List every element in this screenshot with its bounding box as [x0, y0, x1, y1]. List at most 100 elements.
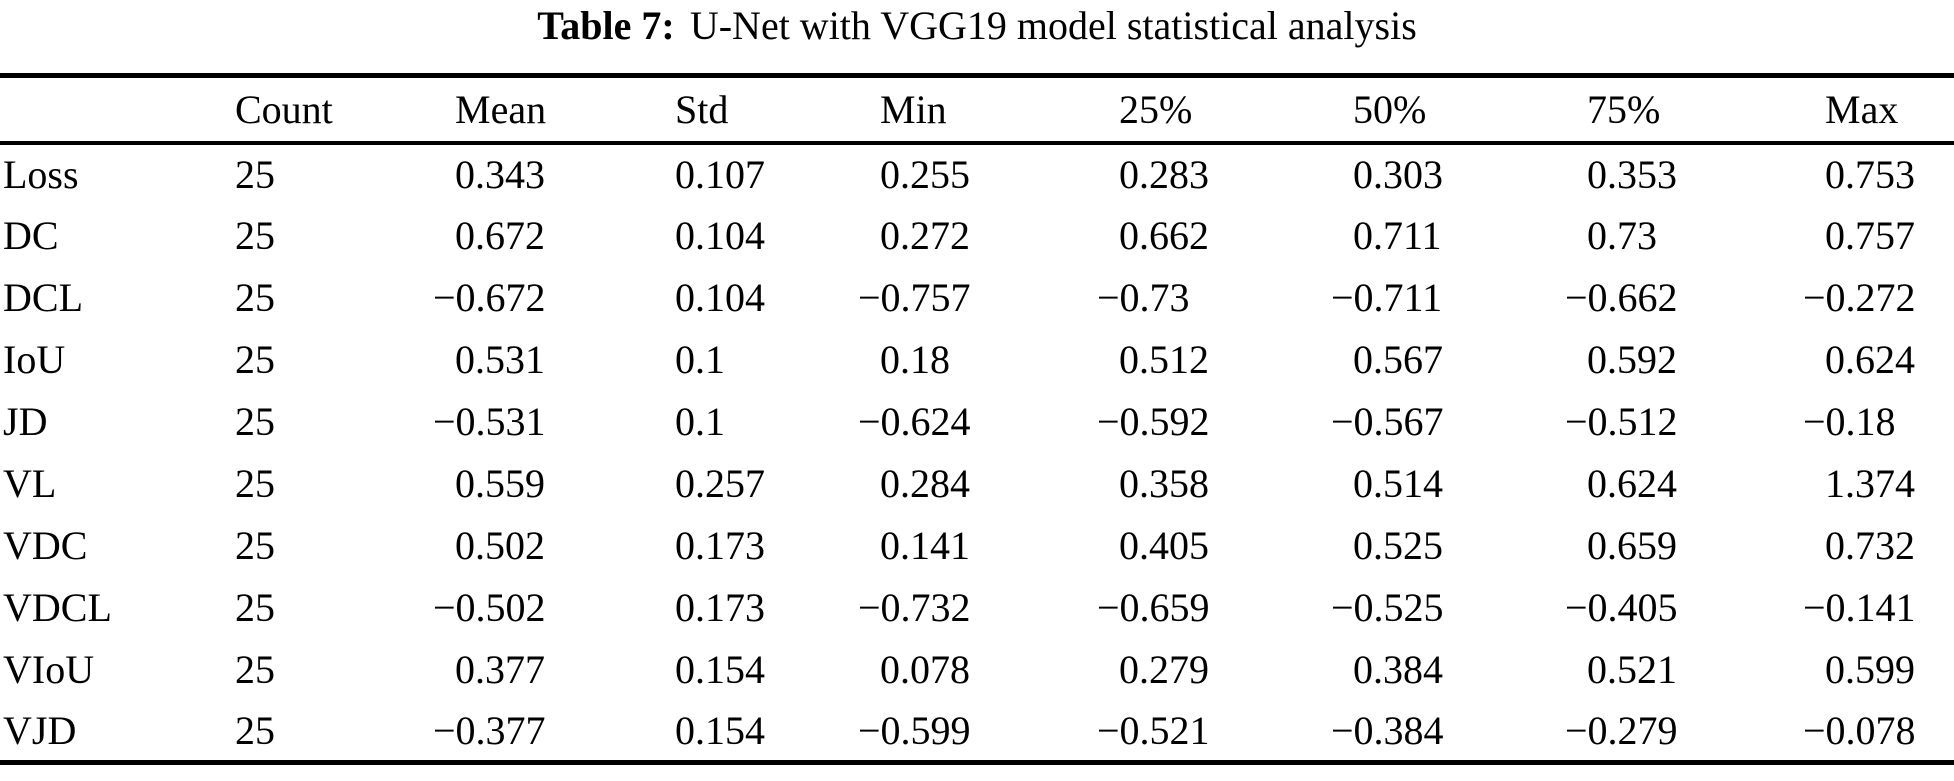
value-cell: 0.599	[1825, 647, 1915, 692]
metric-label: JD	[3, 399, 48, 444]
value-cell: 0.753	[1825, 152, 1915, 197]
value-cell: 0.078	[880, 647, 970, 692]
value-cell: −0.732	[858, 585, 971, 630]
value-cell: 25	[235, 461, 275, 506]
value-cell: 0.104	[675, 213, 765, 258]
metric-label: Loss	[3, 152, 79, 197]
column-header-75pct: 75%	[1587, 86, 1661, 132]
value-cell: 0.592	[1587, 337, 1677, 382]
value-cell: −0.512	[1565, 399, 1678, 444]
value-cell: 0.1	[675, 337, 725, 382]
column-header-25pct: 25%	[1119, 86, 1193, 132]
value-cell: 0.559	[455, 461, 545, 506]
value-cell: 0.531	[455, 337, 545, 382]
value-cell: 0.279	[1119, 647, 1209, 692]
metric-label: DCL	[3, 275, 83, 320]
value-cell: 25	[235, 213, 275, 258]
value-cell: −0.711	[1331, 275, 1443, 320]
metric-column-header	[0, 76, 235, 143]
value-cell: 0.303	[1353, 152, 1443, 197]
table-caption: Table 7: U-Net with VGG19 model statistic…	[0, 2, 1954, 50]
column-header-min: Min	[880, 86, 947, 132]
value-cell: 0.284	[880, 461, 970, 506]
table-row: VIoU 25 0.377 0.154 0.078 0.279 0.384 0.521 0.59…	[0, 639, 1954, 701]
value-cell: 0.173	[675, 523, 765, 568]
value-cell: 0.525	[1353, 523, 1443, 568]
metric-label: VDCL	[3, 585, 112, 630]
value-cell: 0.405	[1119, 523, 1209, 568]
value-cell: 0.384	[1353, 647, 1443, 692]
column-header-mean: Mean	[455, 86, 547, 132]
value-cell: −0.599	[858, 707, 971, 753]
table-row: VL 25 0.559 0.257 0.284 0.358 0.514 0.624 1.374	[0, 453, 1954, 515]
value-cell: −0.377	[433, 707, 546, 753]
value-cell: −0.662	[1565, 275, 1678, 320]
value-cell: 25	[235, 399, 275, 444]
value-cell: 0.732	[1825, 523, 1915, 568]
value-cell: −0.141	[1803, 585, 1916, 630]
table-row: JD 25 −0.531 0.1 −0.624 −0.592 −0.567 −0.512 −0.…	[0, 391, 1954, 453]
value-cell: 0.512	[1119, 337, 1209, 382]
value-cell: 0.757	[1825, 213, 1915, 258]
value-cell: 25	[235, 275, 275, 320]
value-cell: 0.283	[1119, 152, 1209, 197]
table-row: DCL 25 −0.672 0.104 −0.757 −0.73 −0.711 −0.662 −…	[0, 267, 1954, 329]
value-cell: 25	[235, 523, 275, 568]
value-cell: −0.279	[1565, 707, 1678, 753]
table-row: Loss 25 0.343 0.107 0.255 0.283 0.303 0.353 0.75…	[0, 143, 1954, 205]
value-cell: 0.154	[675, 647, 765, 692]
value-cell: 0.624	[1587, 461, 1677, 506]
table-header-row: Count Mean Std Min 25% 50% 75% Max	[0, 76, 1954, 143]
value-cell: −0.384	[1331, 707, 1444, 753]
value-cell: 0.343	[455, 152, 545, 197]
value-cell: −0.525	[1331, 585, 1444, 630]
value-cell: −0.405	[1565, 585, 1678, 630]
value-cell: 0.154	[675, 707, 765, 753]
value-cell: −0.624	[858, 399, 971, 444]
value-cell: 0.73	[1587, 213, 1657, 258]
value-cell: 0.104	[675, 275, 765, 320]
table-header: Count Mean Std Min 25% 50% 75% Max	[0, 76, 1954, 143]
value-cell: −0.078	[1803, 707, 1916, 753]
value-cell: 0.514	[1353, 461, 1443, 506]
metric-label: VL	[3, 461, 57, 506]
column-header-max: Max	[1825, 86, 1899, 132]
value-cell: 0.353	[1587, 152, 1677, 197]
table-row: VDCL 25 −0.502 0.173 −0.732 −0.659 −0.525 −0.40…	[0, 577, 1954, 639]
column-header-50pct: 50%	[1353, 86, 1427, 132]
value-cell: 25	[235, 337, 275, 382]
value-cell: −0.18	[1803, 399, 1896, 444]
value-cell: −0.272	[1803, 275, 1916, 320]
value-cell: 0.257	[675, 461, 765, 506]
table-row: IoU 25 0.531 0.1 0.18 0.512 0.567 0.592 0.624	[0, 329, 1954, 391]
value-cell: 0.567	[1353, 337, 1443, 382]
table-caption-label: Table 7:	[537, 3, 675, 48]
value-cell: −0.672	[433, 275, 546, 320]
value-cell: −0.531	[433, 399, 546, 444]
table-row: VDC 25 0.502 0.173 0.141 0.405 0.525 0.659 0.732	[0, 515, 1954, 577]
value-cell: 0.173	[675, 585, 765, 630]
value-cell: 0.672	[455, 213, 545, 258]
value-cell: 0.141	[880, 523, 970, 568]
table-row: VJD 25 −0.377 0.154 −0.599 −0.521 −0.384 −0.279…	[0, 701, 1954, 763]
metric-label: VJD	[3, 707, 77, 753]
value-cell: 0.377	[455, 647, 545, 692]
value-cell: −0.757	[858, 275, 971, 320]
statistical-analysis-table: Count Mean Std Min 25% 50% 75% Max Loss 25 0.343 0…	[0, 73, 1954, 765]
value-cell: 25	[235, 585, 275, 630]
table-row: DC 25 0.672 0.104 0.272 0.662 0.711 0.73 0.757	[0, 205, 1954, 267]
value-cell: 0.521	[1587, 647, 1677, 692]
value-cell: 25	[235, 152, 275, 197]
value-cell: −0.73	[1097, 275, 1190, 320]
value-cell: −0.567	[1331, 399, 1444, 444]
table-figure: Table 7: U-Net with VGG19 model statistic…	[0, 2, 1954, 765]
value-cell: 0.255	[880, 152, 970, 197]
metric-label: VIoU	[3, 647, 95, 692]
metric-label: IoU	[3, 337, 66, 382]
value-cell: 0.624	[1825, 337, 1915, 382]
column-header-count: Count	[235, 86, 333, 132]
value-cell: 1.374	[1825, 461, 1915, 506]
column-header-std: Std	[675, 86, 729, 132]
value-cell: 0.711	[1353, 213, 1442, 258]
metric-label: VDC	[3, 523, 88, 568]
